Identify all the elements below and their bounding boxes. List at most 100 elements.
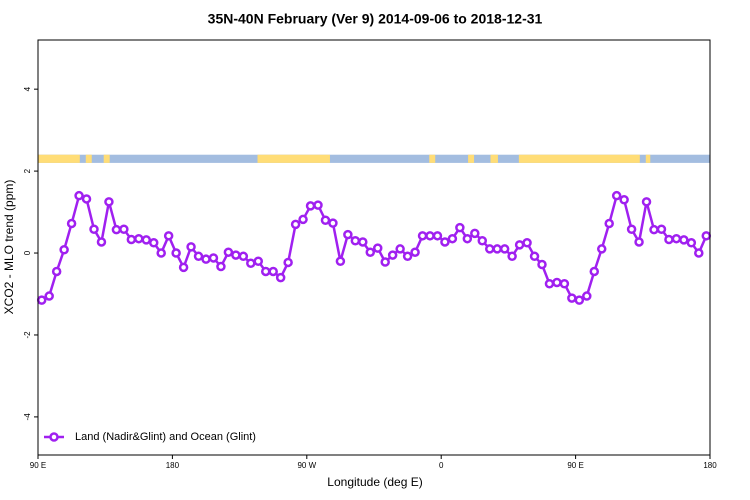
data-point <box>589 266 600 277</box>
y-tick-label: -2 <box>23 331 32 339</box>
data-point <box>626 224 637 235</box>
data-point <box>432 231 443 241</box>
data-point <box>425 231 435 241</box>
data-point <box>305 201 316 211</box>
land-segment <box>429 154 436 163</box>
data-point <box>664 234 674 245</box>
data-point <box>320 215 331 226</box>
data-point <box>619 195 629 205</box>
data-point <box>51 266 62 277</box>
data-point <box>574 295 585 305</box>
data-point <box>559 279 570 289</box>
data-point <box>74 190 84 201</box>
data-point <box>679 235 689 245</box>
data-point <box>275 272 286 283</box>
data-point <box>283 257 293 268</box>
data-point <box>59 245 69 255</box>
data-point <box>358 237 368 247</box>
data-point <box>246 258 256 269</box>
data-point <box>186 242 196 252</box>
land-segment <box>645 154 651 163</box>
y-tick-label: -4 <box>23 413 32 421</box>
data-point <box>171 248 181 258</box>
land-segment <box>103 154 110 163</box>
data-point <box>417 231 428 241</box>
data-point <box>596 244 607 254</box>
data-point <box>507 251 517 262</box>
data-point <box>141 235 152 245</box>
x-tick-label: 90 E <box>567 461 583 470</box>
data-point <box>156 248 166 258</box>
data-point <box>365 247 376 257</box>
data-point <box>544 279 555 289</box>
data-point <box>313 200 323 210</box>
data-point <box>193 251 204 262</box>
x-tick-label: 180 <box>703 461 717 470</box>
data-point <box>634 237 644 247</box>
data-point <box>290 219 301 230</box>
data-point <box>328 218 338 228</box>
data-point <box>148 238 159 248</box>
data-point <box>111 224 122 235</box>
data-point <box>104 197 114 207</box>
data-point <box>514 240 525 250</box>
data-point <box>701 231 712 241</box>
chart-title: 35N-40N February (Ver 9) 2014-09-06 to 2… <box>208 11 543 27</box>
legend-marker <box>49 432 59 442</box>
data-point <box>537 259 547 270</box>
data-point <box>178 262 189 273</box>
land-segment <box>468 154 475 163</box>
data-point <box>484 244 495 254</box>
data-point <box>440 237 450 247</box>
data-point <box>89 224 99 235</box>
data-point <box>649 224 659 235</box>
data-point <box>447 233 458 244</box>
data-point <box>298 214 308 225</box>
data-point <box>604 218 614 229</box>
data-point <box>410 247 420 257</box>
data-point <box>231 250 241 260</box>
plot-frame <box>37 39 711 456</box>
data-point <box>372 243 383 253</box>
data-point <box>582 291 592 301</box>
x-tick-label: 180 <box>166 461 180 470</box>
data-point <box>656 224 667 235</box>
data-point <box>462 233 473 244</box>
data-point <box>694 248 704 258</box>
data-point <box>492 244 502 254</box>
legend-label: Land (Nadir&Glint) and Ocean (Glint) <box>75 431 256 443</box>
data-point <box>552 277 562 288</box>
land-segment <box>518 154 640 163</box>
data-point <box>686 238 697 248</box>
data-point <box>253 256 264 266</box>
data-point <box>208 253 219 263</box>
land-segment <box>38 154 80 163</box>
land-segment <box>85 154 92 163</box>
y-tick-label: 4 <box>23 86 32 91</box>
plot-area <box>36 154 712 305</box>
y-axis-label: XCO2 - MLO trend (ppm) <box>2 180 16 315</box>
data-point <box>163 231 174 241</box>
data-point <box>66 218 77 229</box>
data-point <box>343 229 353 240</box>
data-point <box>402 251 413 262</box>
data-point <box>529 251 540 262</box>
data-point <box>380 257 390 267</box>
land-segment <box>490 154 498 163</box>
data-point <box>387 250 398 260</box>
data-point <box>455 222 465 233</box>
x-tick-label: 90 E <box>30 461 46 470</box>
data-point <box>395 244 405 254</box>
x-tick-label: 90 W <box>297 461 316 470</box>
y-tick-label: 2 <box>23 168 32 173</box>
land-segment <box>257 154 330 163</box>
data-point <box>223 247 234 257</box>
data-point <box>350 235 361 246</box>
data-point <box>567 293 577 303</box>
data-point <box>36 295 47 305</box>
data-point <box>96 237 107 247</box>
data-point <box>216 261 226 272</box>
data-point <box>470 228 480 239</box>
data-point <box>238 251 249 262</box>
